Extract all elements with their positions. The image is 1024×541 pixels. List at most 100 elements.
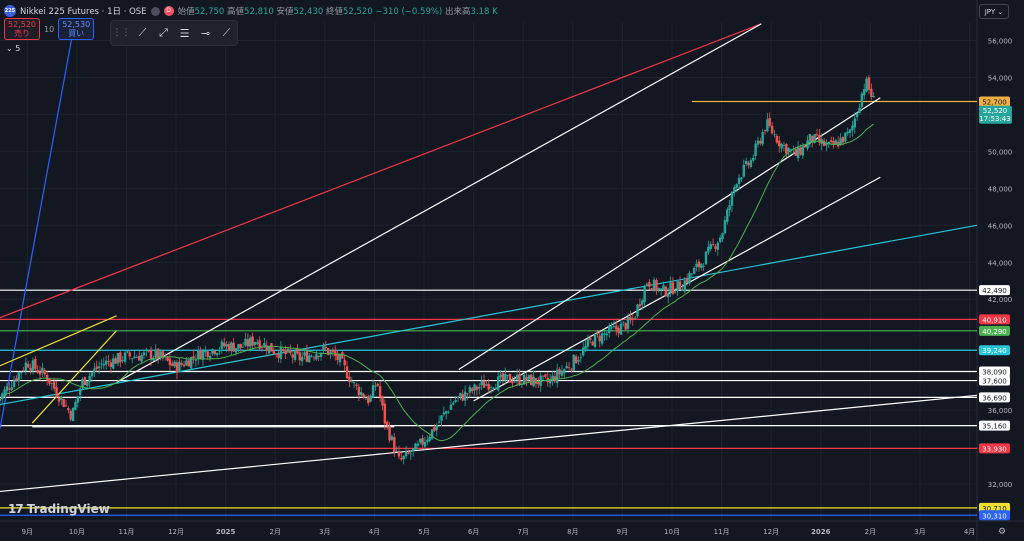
candle-body (681, 289, 684, 291)
candle-body (813, 134, 816, 144)
candle-body (563, 369, 566, 374)
candle-body (114, 358, 117, 364)
candle-body (775, 135, 779, 143)
price-level-tag-label: 33,930 (982, 445, 1007, 453)
candle-body (376, 383, 379, 386)
candle-body (785, 143, 788, 154)
candle-body (1, 393, 4, 399)
candle-body (385, 421, 389, 426)
candle-body (664, 286, 668, 297)
chart-settings-icon[interactable]: ⚙ (998, 527, 1006, 537)
candle-body (293, 351, 297, 360)
candle-body (388, 425, 391, 441)
tradingview-logo[interactable]: 17 TradingView (8, 502, 110, 516)
trend-line-tool-icon[interactable]: ⟋ (138, 26, 147, 39)
candle-body (336, 354, 339, 360)
candle-body (622, 321, 625, 323)
candle-body (277, 354, 280, 359)
candle-body (175, 362, 179, 373)
candle-body (513, 380, 516, 382)
candle-body (796, 146, 800, 159)
candle-body (501, 373, 505, 381)
parallel-channel-tool-icon[interactable]: ☰ (179, 26, 190, 40)
candle-body (8, 388, 11, 390)
candle-body (315, 354, 318, 360)
candle-body (591, 341, 594, 346)
candle-body (303, 352, 306, 356)
candle-body (697, 261, 701, 268)
candle-body (208, 355, 212, 359)
candle-body (593, 333, 597, 348)
candle-body (851, 125, 854, 131)
currency-selector[interactable]: JPY ⌄ (979, 4, 1009, 19)
candle-body (473, 384, 476, 391)
candle-body (338, 354, 342, 363)
drawing-toolbar: ⋮⋮ ⟋ ⤢ ☰ ⊸ ⟋ (110, 20, 238, 46)
candle-body (71, 407, 75, 422)
candle-body (603, 333, 606, 335)
candle-body (692, 267, 696, 274)
candle-body (378, 386, 382, 398)
candle-body (135, 357, 139, 358)
moving-average-line (0, 123, 874, 442)
price-level-tag-label: 36,690 (982, 394, 1007, 402)
candle-body (348, 376, 351, 382)
candle-body (130, 358, 134, 360)
candle-body (544, 374, 547, 377)
price-level-tag (979, 314, 1010, 325)
candle-body (192, 356, 195, 359)
candle-body (15, 378, 18, 381)
sell-button[interactable]: 52,520 売り (4, 18, 40, 40)
candle-body (187, 360, 191, 367)
data-delay-badge: D (163, 6, 174, 16)
countdown-label: 17:53:43 (979, 115, 1010, 123)
candle-body (19, 371, 23, 374)
buy-button[interactable]: 52,530 買い (58, 18, 95, 40)
candle-body (93, 368, 96, 373)
candle-body (43, 370, 46, 375)
interval-badge[interactable]: ⌄ 5 (6, 44, 21, 53)
trend-line (31, 330, 117, 424)
candle-body (367, 396, 370, 404)
candle-body (631, 318, 634, 320)
candle-body (312, 357, 316, 359)
candle-body (596, 333, 599, 335)
candle-body (449, 404, 453, 410)
drag-handle-icon[interactable]: ⋮⋮ (112, 28, 131, 38)
candle-body (310, 355, 313, 357)
symbol-title[interactable]: Nikkei 225 Futures · 1日 · OSE (20, 7, 147, 17)
candle-body (317, 355, 320, 357)
candle-body (116, 353, 120, 364)
candle-body (383, 403, 387, 424)
extended-line-tool-icon[interactable]: ⟋ (222, 26, 231, 39)
candle-body (773, 134, 776, 136)
time-axis-tick-label: 12月 (168, 528, 184, 536)
candle-body (197, 349, 200, 359)
candle-body (447, 411, 450, 413)
time-axis-tick-label: 10月 (69, 528, 85, 536)
candle-body (794, 148, 797, 156)
horizontal-ray-tool-icon[interactable]: ⊸ (200, 26, 211, 40)
candle-body (527, 375, 531, 380)
candle-body (341, 352, 344, 359)
candle-body (707, 246, 710, 253)
candle-body (782, 144, 786, 146)
candle-body (166, 356, 169, 361)
candle-body (48, 378, 51, 384)
candle-body (246, 339, 250, 347)
candle-body (404, 451, 408, 457)
candle-body (511, 381, 514, 384)
candle-body (411, 448, 415, 452)
candle-body (445, 411, 448, 414)
candle-body (128, 352, 131, 357)
candle-body (572, 354, 575, 371)
candle-body (520, 384, 523, 385)
candle-body (345, 366, 349, 379)
candle-body (617, 328, 620, 334)
ray-tool-icon[interactable]: ⤢ (159, 26, 168, 39)
candle-body (799, 147, 802, 155)
candle-body (343, 359, 346, 366)
candle-body (296, 348, 299, 354)
candle-body (865, 78, 868, 92)
